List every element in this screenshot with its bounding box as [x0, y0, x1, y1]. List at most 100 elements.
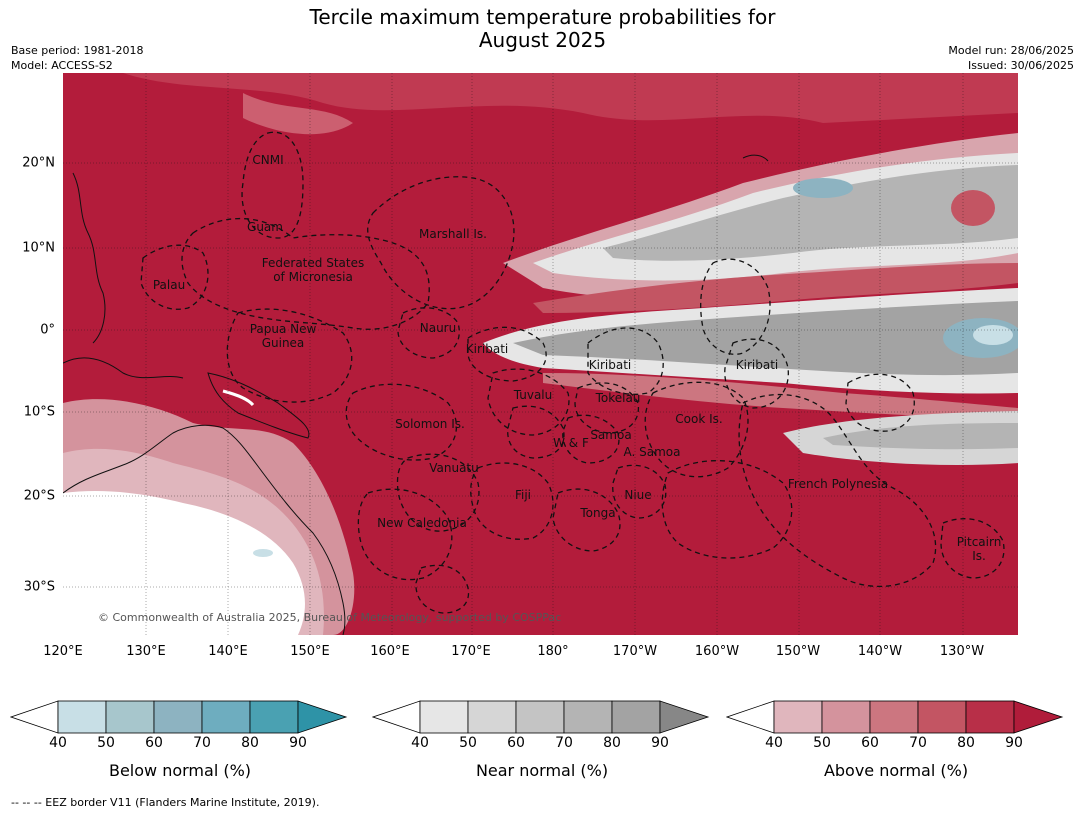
colorbar-near-tick: 70 — [555, 735, 573, 751]
colorbar-below-segment — [249, 700, 299, 734]
label-png-2: Guinea — [262, 336, 305, 350]
label-palau: Palau — [153, 278, 185, 292]
colorbar-above-tick: 60 — [861, 735, 879, 751]
x-tick-170e: 170°E — [451, 644, 491, 659]
colorbar-below-segment — [105, 700, 155, 734]
x-tick-170w: 170°W — [612, 644, 658, 659]
y-tick-10n: 10°N — [22, 240, 55, 256]
colorbar-near-lower-extension — [372, 700, 421, 734]
light-red-patch — [243, 93, 353, 135]
colorbar-near-segment — [515, 700, 565, 734]
model-run: Model run: 28/06/2025 — [948, 44, 1074, 57]
colorbar-near-upper-extension — [659, 700, 710, 734]
label-nauru: Nauru — [420, 321, 456, 335]
x-tick-160e: 160°E — [370, 644, 410, 659]
colorbar-below-caption: Below normal (%) — [108, 761, 252, 780]
colorbar-above-upper-extension — [1013, 700, 1064, 734]
colorbar-above-tick: 40 — [765, 735, 783, 751]
x-tick-140e: 140°E — [208, 644, 248, 659]
x-tick-130e: 130°E — [126, 644, 166, 659]
philippines-coastline — [72, 172, 106, 344]
colorbar-above-segment — [917, 700, 967, 734]
above-normal-band-mid — [533, 263, 1018, 313]
eez-tuvalu — [487, 368, 570, 436]
colorbar-above-tick: 90 — [1005, 735, 1023, 751]
label-fsm-1: Federated States — [262, 256, 364, 270]
x-tick-180: 180° — [537, 644, 569, 659]
label-wallis-futuna: W & F — [553, 436, 589, 450]
colorbar-above-caption: Above normal (%) — [823, 761, 969, 780]
label-cnmi: CNMI — [252, 153, 283, 167]
colorbar-above-segment — [965, 700, 1015, 734]
near-normal-band-equator — [513, 301, 1018, 376]
eez-norfolk — [415, 564, 470, 614]
label-niue: Niue — [624, 488, 651, 502]
label-kiribati-3: Kiribati — [736, 358, 778, 372]
model-name: Model: ACCESS-S2 — [11, 59, 113, 72]
label-cook: Cook Is. — [675, 412, 722, 426]
near-normal-band-north — [603, 165, 1018, 261]
colorbar-below-tick: 40 — [49, 735, 67, 751]
eez-niue — [612, 464, 667, 519]
eez-vanuatu — [396, 453, 480, 532]
transition-band-south — [543, 373, 1018, 418]
colorbar-below-upper-extension — [297, 700, 348, 734]
y-tick-30s: 30°S — [23, 579, 55, 595]
colorbar-near-tick: 90 — [651, 735, 669, 751]
eez-samoa — [562, 414, 620, 464]
x-tick-140w: 140°W — [857, 644, 903, 659]
below-normal-patch-north — [793, 178, 853, 198]
below-normal-spot — [253, 549, 273, 557]
colorbar-below-tick: 70 — [193, 735, 211, 751]
colorbar-above-segment — [773, 700, 823, 734]
eez-tonga — [552, 488, 621, 552]
colorbar-below-segment — [57, 700, 107, 734]
eez-nauru — [397, 307, 460, 359]
australia-white-zone — [63, 491, 305, 635]
eez-pitcairn — [940, 518, 1005, 579]
eez-cook-north — [644, 381, 749, 478]
eez-fsm — [181, 217, 430, 330]
australia-coastline — [63, 424, 346, 635]
label-solomon: Solomon Is. — [395, 417, 465, 431]
label-french-polynesia: French Polynesia — [788, 477, 888, 491]
eez-cnmi — [241, 131, 304, 239]
eez-french-polynesia — [738, 393, 937, 588]
colorbar-near-tick: 40 — [411, 735, 429, 751]
eez-footnote: -- -- -- EEZ border V11 (Flanders Marine… — [11, 796, 320, 809]
png-coastline — [207, 372, 310, 439]
label-vanuatu: Vanuatu — [429, 461, 479, 475]
colorbar-above-tick: 70 — [909, 735, 927, 751]
colorbar-below-tick: 80 — [241, 735, 259, 751]
label-american-samoa: A. Samoa — [624, 445, 681, 459]
colorbar-below-segment — [153, 700, 203, 734]
colorbar-above-normal: 40 50 60 70 80 90 Above normal (%) — [726, 700, 1066, 790]
label-guam: Guam — [247, 220, 283, 234]
copyright-text: © Commonwealth of Australia 2025, Bureau… — [98, 611, 561, 624]
label-kiribati-1: Kiribati — [466, 342, 508, 356]
hawaii-coastline — [742, 154, 769, 162]
colorbar-below-tick: 60 — [145, 735, 163, 751]
eez-palau — [140, 244, 209, 310]
light-red-band — [123, 73, 1018, 123]
colorbar-below-lower-extension — [10, 700, 59, 734]
x-tick-150w: 150°W — [775, 644, 821, 659]
meta-right: Model run: 28/06/2025 Issued: 30/06/2025 — [948, 43, 1074, 73]
colorbar-near-segment — [467, 700, 517, 734]
y-tick-20n: 20°N — [22, 155, 55, 171]
base-period: Base period: 1981-2018 — [11, 44, 144, 57]
colorbar-near-tick: 50 — [459, 735, 477, 751]
colorbar-above-tick: 50 — [813, 735, 831, 751]
label-tokelau: Tokelau — [595, 391, 641, 405]
colorbar-near-segment — [563, 700, 613, 734]
y-tick-20s: 20°S — [23, 488, 55, 504]
label-fiji: Fiji — [515, 488, 531, 502]
label-tonga: Tonga — [579, 506, 615, 520]
issued-date: Issued: 30/06/2025 — [967, 59, 1074, 72]
eez-kiribati-west — [467, 326, 547, 382]
near-normal-band-south-dark — [823, 423, 1018, 450]
colorbar-below-tick: 90 — [289, 735, 307, 751]
png-white-mark — [222, 389, 255, 407]
label-tuvalu: Tuvalu — [513, 388, 553, 402]
eez-kiribati-east — [724, 338, 789, 409]
